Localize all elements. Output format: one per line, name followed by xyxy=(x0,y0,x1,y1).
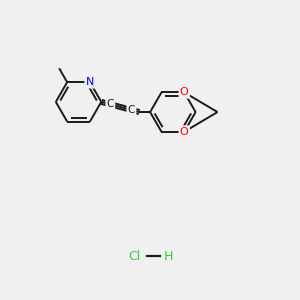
Text: C: C xyxy=(106,99,114,109)
Text: Cl: Cl xyxy=(128,250,140,263)
Text: H: H xyxy=(164,250,173,263)
Text: N: N xyxy=(86,77,94,87)
Text: O: O xyxy=(180,127,189,137)
Text: O: O xyxy=(180,87,189,98)
Text: C: C xyxy=(128,105,135,115)
